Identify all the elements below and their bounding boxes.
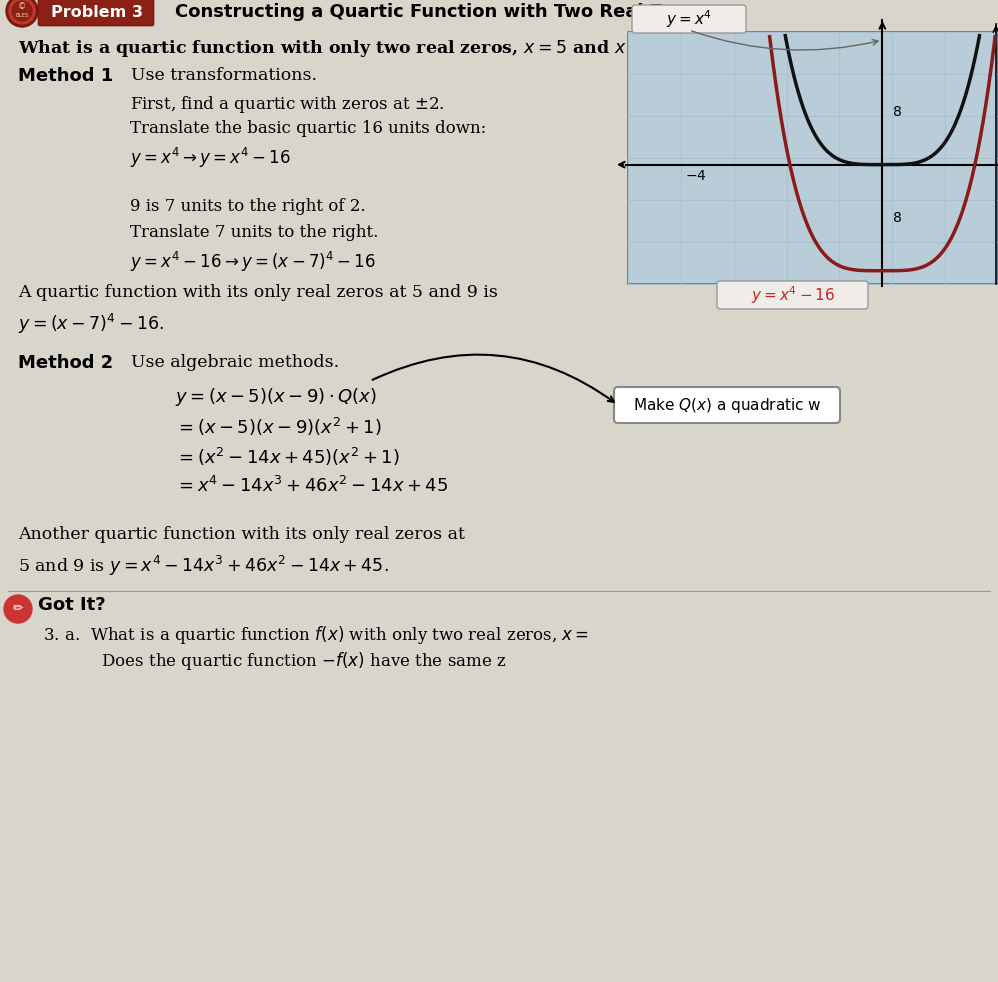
FancyBboxPatch shape: [632, 5, 746, 33]
Text: 3. a.  What is a quartic function $f(x)$ with only two real zeros, $x =$: 3. a. What is a quartic function $f(x)$ …: [38, 624, 589, 646]
Circle shape: [12, 1, 32, 21]
Text: $= (x-5)(x-9)(x^2+1)$: $= (x-5)(x-9)(x^2+1)$: [175, 416, 381, 438]
FancyBboxPatch shape: [38, 0, 154, 26]
Text: Method 1: Method 1: [18, 67, 113, 85]
Text: $8$: $8$: [892, 104, 902, 119]
Text: Problem 3: Problem 3: [51, 5, 143, 20]
Text: First, find a quartic with zeros at $\pm$2.: First, find a quartic with zeros at $\pm…: [130, 94, 444, 115]
Text: ©: ©: [18, 3, 26, 12]
Text: $y = x^4 - 16$: $y = x^4 - 16$: [750, 284, 835, 305]
Text: Method 2: Method 2: [18, 354, 113, 372]
Bar: [628, 32, 998, 284]
Text: Translate 7 units to the right.: Translate 7 units to the right.: [130, 224, 378, 241]
Text: $8$: $8$: [892, 211, 902, 225]
Text: Constructing a Quartic Function with Two Real Ze: Constructing a Quartic Function with Two…: [175, 3, 675, 21]
Text: Does the quartic function $-f(x)$ have the same z: Does the quartic function $-f(x)$ have t…: [38, 650, 507, 672]
Text: ✏: ✏: [13, 603, 23, 616]
Text: $y = x^4 - 16 \rightarrow y = (x-7)^4 - 16$: $y = x^4 - 16 \rightarrow y = (x-7)^4 - …: [130, 250, 376, 274]
Text: Use algebraic methods.: Use algebraic methods.: [120, 354, 339, 371]
Text: $y = x^4$: $y = x^4$: [666, 8, 712, 29]
Circle shape: [4, 595, 32, 623]
Text: Another quartic function with its only real zeros at: Another quartic function with its only r…: [18, 526, 465, 543]
Text: $= (x^2 - 14x + 45)(x^2+1)$: $= (x^2 - 14x + 45)(x^2+1)$: [175, 446, 400, 468]
FancyBboxPatch shape: [614, 387, 840, 423]
Text: Translate the basic quartic 16 units down:: Translate the basic quartic 16 units dow…: [130, 120, 486, 137]
Circle shape: [6, 0, 38, 27]
Text: A quartic function with its only real zeros at 5 and 9 is: A quartic function with its only real ze…: [18, 284, 498, 301]
Text: 9 is 7 units to the right of 2.: 9 is 7 units to the right of 2.: [130, 198, 365, 215]
Circle shape: [9, 0, 35, 24]
Text: BLES: BLES: [15, 13, 29, 18]
Text: Use transformations.: Use transformations.: [120, 67, 317, 84]
Text: 5 and 9 is $y = x^4 - 14x^3 + 46x^2 - 14x + 45$.: 5 and 9 is $y = x^4 - 14x^3 + 46x^2 - 14…: [18, 554, 389, 578]
Text: $y = x^4 \rightarrow y = x^4 - 16$: $y = x^4 \rightarrow y = x^4 - 16$: [130, 146, 290, 170]
Text: What is a quartic function with only two real zeros, $x = 5$ and $x = 9$?: What is a quartic function with only two…: [18, 38, 669, 59]
Text: Make $Q(x)$ a quadratic w: Make $Q(x)$ a quadratic w: [633, 396, 821, 414]
Text: $y = (x-5)(x-9) \cdot Q(x)$: $y = (x-5)(x-9) \cdot Q(x)$: [175, 386, 376, 408]
Text: $-4$: $-4$: [685, 169, 707, 183]
Text: $y = (x - 7)^4 - 16$.: $y = (x - 7)^4 - 16$.: [18, 312, 164, 336]
Text: Got It?: Got It?: [38, 596, 106, 614]
FancyBboxPatch shape: [717, 281, 868, 309]
Text: $= x^4 - 14x^3 + 46x^2 - 14x + 45$: $= x^4 - 14x^3 + 46x^2 - 14x + 45$: [175, 476, 448, 496]
